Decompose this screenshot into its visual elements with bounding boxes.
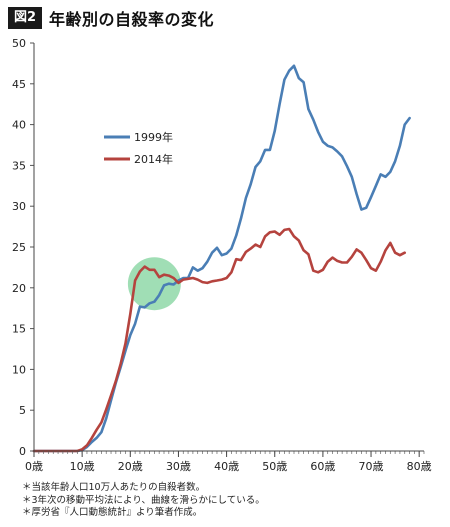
y-tick-label: 20 [12, 282, 26, 295]
x-tick-label: 30歳 [166, 460, 191, 473]
figure-number-badge: 図2 [8, 7, 43, 29]
series-line-2014 [32, 227, 406, 453]
x-tick-label: 60歳 [310, 460, 335, 473]
y-tick-label: 35 [12, 159, 26, 172]
y-tick-label: 45 [12, 78, 26, 91]
footnote-2: ＊3年次の移動平均法により、曲線を滑らかにしている。 [22, 494, 265, 506]
y-tick-label: 50 [12, 37, 26, 50]
x-tick-label: 0歳 [25, 460, 43, 473]
footnote-1: ＊当該年齢人口10万人あたりの自殺者数。 [22, 482, 206, 493]
series-layer [32, 64, 411, 453]
footnote-3: ＊厚労省『人口動態統計』より筆者作成。 [22, 507, 203, 518]
axis-layer: 0 5 10 15 20 25 30 35 40 45 50 0歳 10歳 20歳 30歳 40歳 50歳 60歳… [12, 37, 432, 473]
x-tick-label: 10歳 [70, 460, 95, 473]
y-tick-label: 25 [12, 241, 26, 254]
legend: 1999年 2014年 [104, 130, 173, 166]
y-tick-label: 30 [12, 200, 26, 213]
y-tick-label: 15 [12, 323, 26, 336]
x-tick-label: 70歳 [359, 460, 384, 473]
x-tick-label: 50歳 [262, 460, 287, 473]
legend-label: 1999年 [134, 130, 173, 144]
y-tick-label: 10 [12, 363, 26, 376]
series-line-1999 [32, 64, 411, 453]
figure-header: 図2 年齢別の自殺率の変化 [8, 6, 214, 30]
chart-title: 年齢別の自殺率の変化 [49, 10, 215, 29]
x-tick-label: 20歳 [118, 460, 143, 473]
x-tick-label: 40歳 [214, 460, 239, 473]
x-tick-label: 80歳 [407, 460, 432, 473]
line-chart: 0 5 10 15 20 25 30 35 40 45 50 0歳 10歳 20歳 30歳 40歳 50歳 60歳… [12, 37, 432, 473]
y-tick-label: 5 [19, 404, 26, 417]
legend-label: 2014年 [134, 152, 173, 166]
footnotes: ＊当該年齢人口10万人あたりの自殺者数。 ＊3年次の移動平均法により、曲線を滑ら… [22, 482, 265, 520]
y-tick-label: 0 [19, 445, 26, 458]
y-tick-label: 40 [12, 119, 26, 132]
